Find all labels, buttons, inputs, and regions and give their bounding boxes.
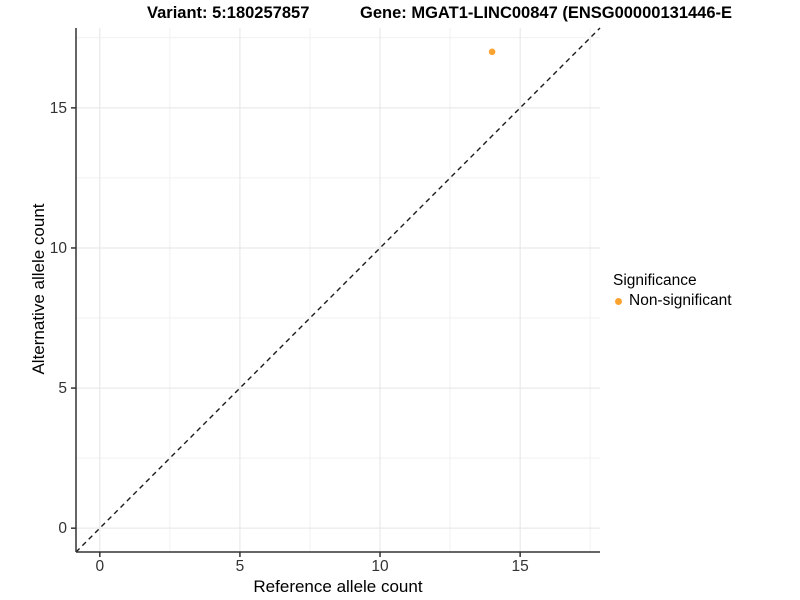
- variant-title: Variant: 5:180257857: [147, 4, 310, 22]
- y-tick-label: 15: [50, 100, 67, 117]
- x-tick-label: 10: [371, 558, 389, 575]
- gene-title: Gene: MGAT1-LINC00847 (ENSG00000131446-E: [360, 4, 733, 22]
- x-tick-label: 0: [96, 558, 105, 575]
- legend: Significance Non-significant: [613, 271, 732, 311]
- y-tick-label: 5: [58, 380, 67, 397]
- x-axis-title: Reference allele count: [253, 577, 423, 596]
- x-tick-label: 15: [512, 558, 529, 575]
- identity-line: [75, 27, 601, 553]
- y-tick-label: 0: [58, 520, 67, 537]
- legend-point-icon: [615, 297, 622, 305]
- legend-item-non-significant: Non-significant: [613, 291, 732, 311]
- y-tick-label: 10: [50, 240, 68, 257]
- legend-item-label: Non-significant: [629, 292, 732, 309]
- y-axis-title: Alternative allele count: [29, 203, 48, 375]
- x-tick-label: 5: [236, 558, 245, 575]
- legend-title: Significance: [613, 272, 697, 289]
- data-point: [488, 48, 496, 56]
